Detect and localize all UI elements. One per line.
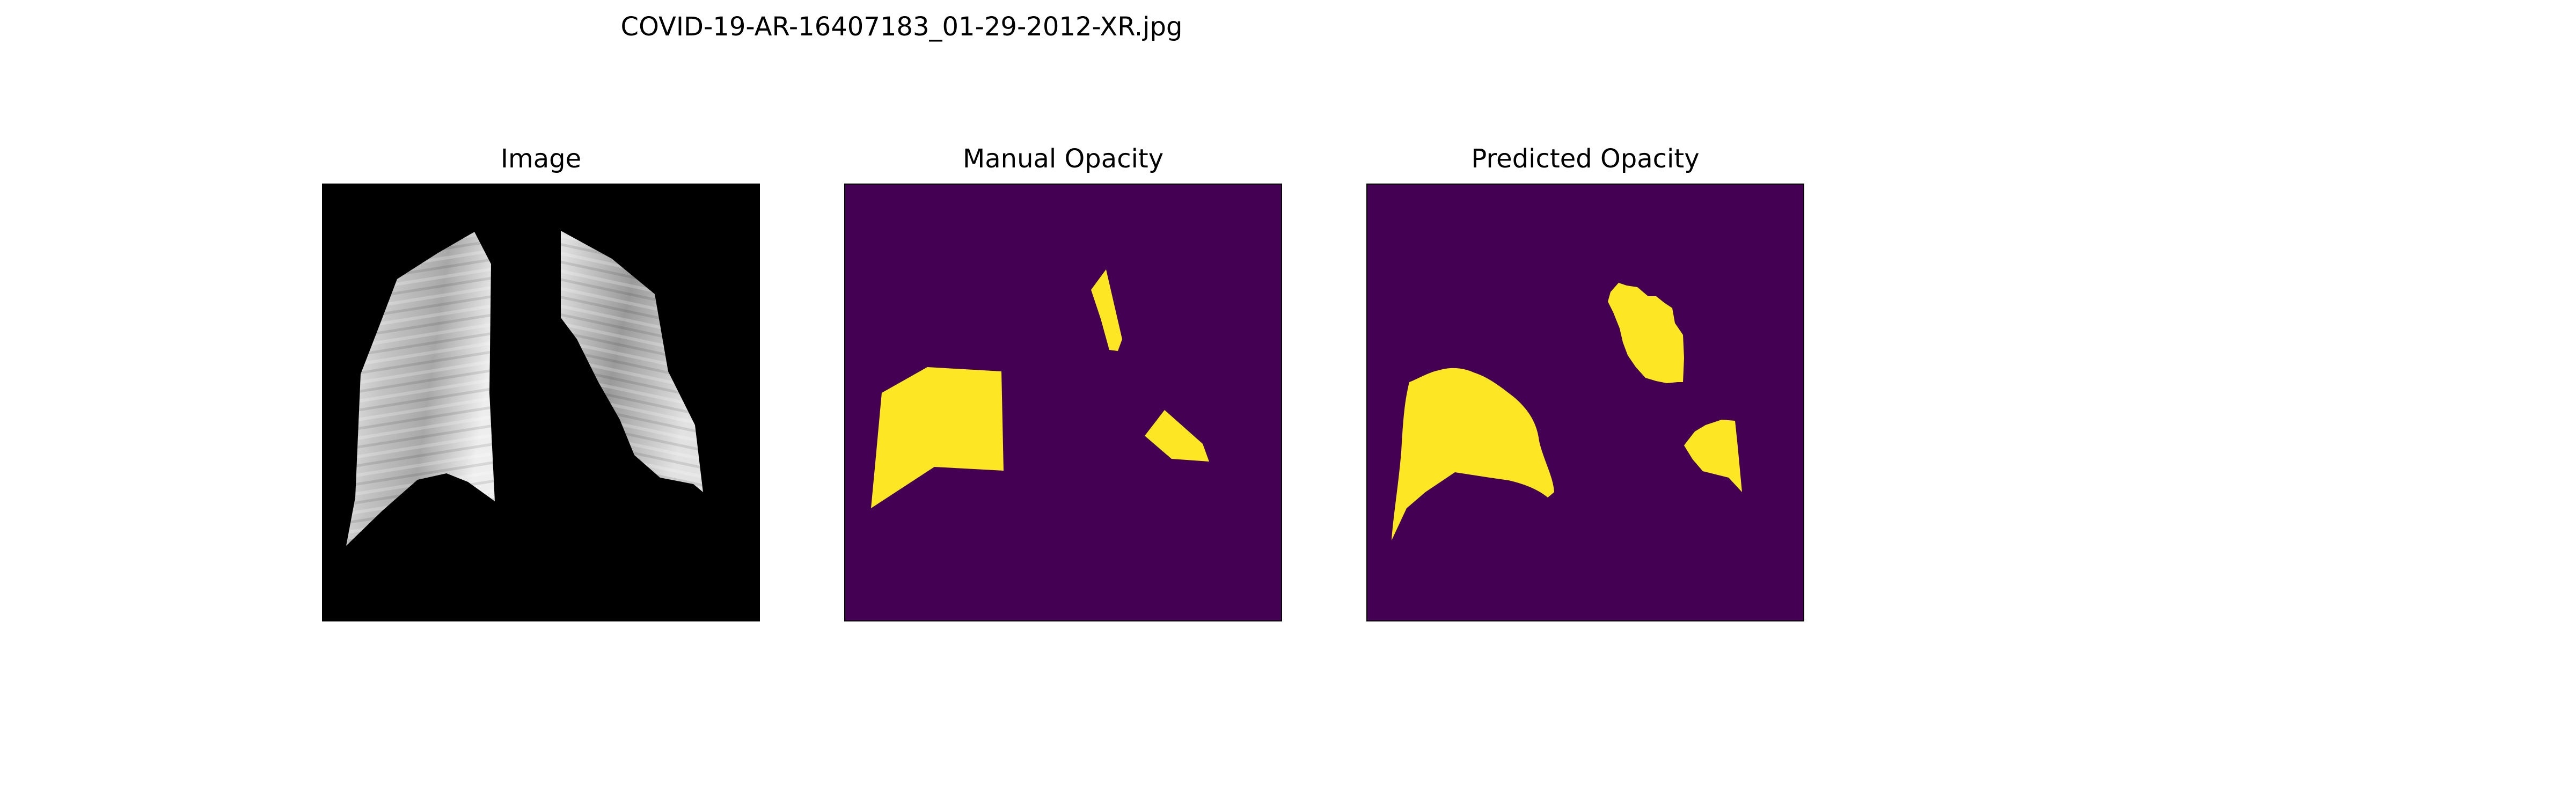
manual-opacity-region-left xyxy=(871,367,1004,508)
predicted-opacity-region-lower-right xyxy=(1684,420,1742,492)
predicted-opacity-region-upper-right xyxy=(1608,283,1684,383)
figure-title: COVID-19-AR-16407183_01-29-2012-XR.jpg xyxy=(620,12,1183,42)
manual-opacity-region-upper-right xyxy=(1091,269,1122,351)
panel-frame xyxy=(322,184,760,621)
left-lung-field xyxy=(346,232,495,546)
right-lung-field xyxy=(561,231,703,492)
manual-opacity-panel-title: Manual Opacity xyxy=(962,144,1164,174)
xray-image xyxy=(322,184,760,621)
predicted-opacity-panel-title: Predicted Opacity xyxy=(1471,144,1700,174)
predicted-opacity-panel: Predicted Opacity xyxy=(1366,144,1804,621)
panel-frame xyxy=(1366,184,1804,621)
manual-opacity-panel: Manual Opacity xyxy=(844,144,1282,621)
panel-frame xyxy=(844,184,1282,621)
manual-opacity-region-lower-right xyxy=(1145,410,1209,462)
image-panel: Image xyxy=(322,144,760,621)
predicted-opacity-region-left xyxy=(1392,368,1554,540)
predicted-opacity-mask xyxy=(1366,184,1804,621)
image-panel-title: Image xyxy=(500,144,582,174)
manual-opacity-mask xyxy=(844,184,1282,621)
